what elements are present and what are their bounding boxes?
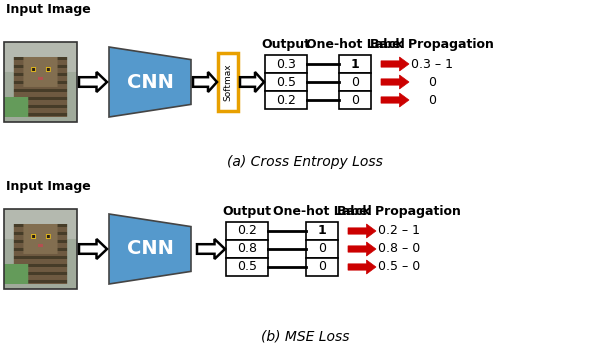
- Bar: [265, 73, 307, 91]
- Bar: [339, 73, 371, 91]
- Text: Input Image: Input Image: [6, 3, 91, 16]
- Text: (a) Cross Entropy Loss: (a) Cross Entropy Loss: [227, 155, 383, 169]
- Bar: [226, 240, 268, 258]
- Polygon shape: [109, 47, 191, 117]
- Text: Back Propagation: Back Propagation: [337, 205, 461, 218]
- Polygon shape: [193, 72, 217, 92]
- Text: 0: 0: [318, 243, 326, 256]
- Text: 0: 0: [351, 75, 359, 88]
- Text: 0.2: 0.2: [276, 94, 296, 107]
- Polygon shape: [79, 72, 107, 92]
- Text: CNN: CNN: [126, 239, 173, 258]
- Polygon shape: [348, 224, 376, 238]
- Bar: [226, 258, 268, 276]
- Polygon shape: [381, 57, 409, 71]
- Polygon shape: [79, 239, 107, 259]
- Text: 0: 0: [351, 94, 359, 107]
- Bar: [4, 42, 77, 122]
- Polygon shape: [240, 72, 264, 92]
- Bar: [306, 222, 338, 240]
- Text: Softmax: Softmax: [223, 63, 232, 101]
- Text: 0: 0: [318, 260, 326, 274]
- Text: 0: 0: [428, 94, 436, 107]
- Bar: [265, 55, 307, 73]
- Text: Output: Output: [262, 38, 310, 51]
- Text: 0.8: 0.8: [237, 243, 257, 256]
- Polygon shape: [381, 75, 409, 89]
- Text: 0.5: 0.5: [276, 75, 296, 88]
- Polygon shape: [381, 93, 409, 107]
- Text: 0.2 – 1: 0.2 – 1: [378, 225, 420, 238]
- Bar: [339, 55, 371, 73]
- Text: Output: Output: [223, 205, 271, 218]
- Text: (b) MSE Loss: (b) MSE Loss: [260, 330, 350, 344]
- Bar: [4, 209, 77, 289]
- Text: 0.8 – 0: 0.8 – 0: [378, 243, 420, 256]
- Polygon shape: [109, 214, 191, 284]
- Text: 0.5: 0.5: [237, 260, 257, 274]
- Text: One-hot Label: One-hot Label: [306, 38, 404, 51]
- Text: 0.5 – 0: 0.5 – 0: [378, 260, 420, 274]
- Bar: [306, 258, 338, 276]
- Polygon shape: [197, 239, 225, 259]
- Bar: [265, 91, 307, 109]
- Text: CNN: CNN: [126, 73, 173, 92]
- Text: 1: 1: [351, 57, 359, 70]
- Text: 0.3 – 1: 0.3 – 1: [411, 57, 453, 70]
- Bar: [339, 91, 371, 109]
- Text: 0.3: 0.3: [276, 57, 296, 70]
- Text: 0.2: 0.2: [237, 225, 257, 238]
- Bar: [226, 222, 268, 240]
- Text: 0: 0: [428, 75, 436, 88]
- Text: 1: 1: [318, 225, 326, 238]
- FancyBboxPatch shape: [218, 53, 238, 111]
- Text: Back Propagation: Back Propagation: [370, 38, 494, 51]
- Bar: [306, 240, 338, 258]
- Polygon shape: [348, 260, 376, 274]
- Text: One-hot Label: One-hot Label: [273, 205, 371, 218]
- Polygon shape: [348, 242, 376, 256]
- Text: Input Image: Input Image: [6, 180, 91, 193]
